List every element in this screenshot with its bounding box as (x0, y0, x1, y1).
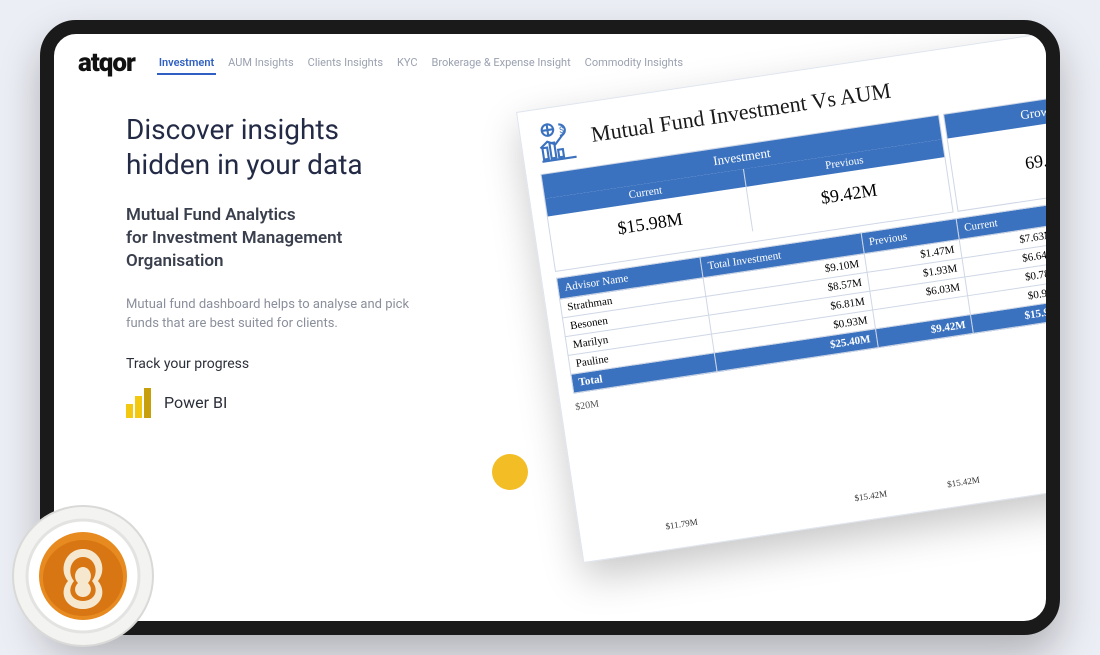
subheadline: Mutual Fund Analytics for Investment Man… (126, 204, 486, 273)
powerbi-label: Power BI (164, 393, 227, 412)
tablet-frame: atqor Investment AUM Insights Clients Insi… (40, 20, 1060, 635)
headline: Discover insights hidden in your data (126, 112, 486, 182)
analytics-icon: $ (532, 114, 584, 166)
coffee-cup-decoration (8, 501, 158, 651)
bar (730, 512, 821, 526)
tabs: Investment AUM Insights Clients Insights KY… (157, 52, 685, 75)
col-header: Growth% (1056, 188, 1060, 224)
tab-clients-insights[interactable]: Clients Insights (306, 52, 385, 75)
powerbi-row: Power BI (126, 388, 486, 418)
dashboard-card: $ Mutual Fund Investment Vs AUM Investme… (516, 20, 1060, 563)
hero: Discover insights hidden in your data Mu… (126, 112, 486, 418)
bar: $11.79M (638, 526, 729, 540)
bar (1016, 470, 1060, 484)
bar-pair: $11.79M (638, 512, 821, 539)
tab-brokerage-expense-insight[interactable]: Brokerage & Expense Insight (430, 52, 573, 75)
tab-investment[interactable]: Investment (157, 52, 216, 75)
tab-commodity-insights[interactable]: Commodity Insights (583, 52, 685, 75)
brand-logo: atqor (78, 48, 135, 78)
track-progress-label: Track your progress (126, 356, 486, 372)
tab-kyc[interactable]: KYC (395, 52, 420, 75)
bar-pair: $15.42M$15.42M (827, 484, 1010, 511)
bar: $15.42M (827, 498, 918, 512)
bar-pair: $16.13M (1016, 456, 1060, 483)
powerbi-icon (126, 388, 152, 418)
hero-body: Mutual fund dashboard helps to analyse a… (126, 295, 426, 334)
accent-dot (492, 454, 528, 490)
bar: $15.42M (919, 484, 1010, 498)
tab-aum-insights[interactable]: AUM Insights (226, 52, 295, 75)
y-tick: $20M (575, 399, 600, 413)
